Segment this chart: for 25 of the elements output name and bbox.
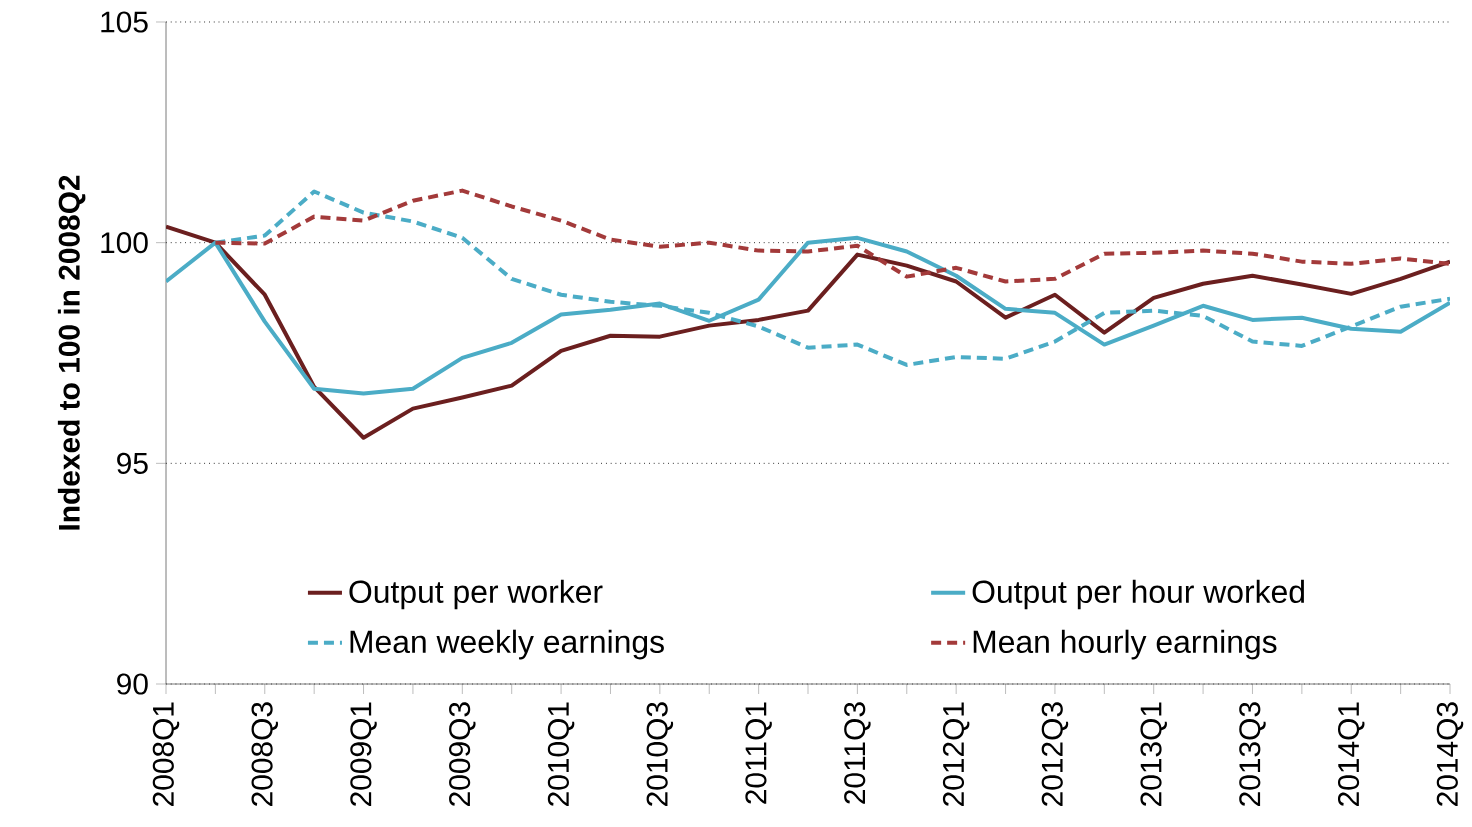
x-tick-label: 2008Q1 xyxy=(152,702,180,806)
x-tick-label: 2008Q3 xyxy=(251,702,279,806)
line-series xyxy=(166,224,1451,440)
y-tick-label: 105 xyxy=(101,11,148,33)
y-tick-label: 95 xyxy=(117,452,148,474)
y-axis-title: Indexed to 100 in 2008Q2 xyxy=(57,175,86,530)
y-tick-label: 100 xyxy=(101,232,148,254)
x-tick-label: 2009Q1 xyxy=(350,702,377,806)
x-tick-label: 2012Q1 xyxy=(942,702,970,806)
x-tick-label: 2012Q3 xyxy=(1041,702,1069,806)
x-tick-label: 2014Q3 xyxy=(1436,702,1464,806)
legend-label: Output per worker xyxy=(349,579,603,610)
x-tick-label: 2011Q3 xyxy=(844,702,871,804)
legend-label: Mean weekly earnings xyxy=(350,629,664,660)
y-tick-label: 90 xyxy=(117,673,148,695)
x-tick-label: 2010Q1 xyxy=(547,702,575,806)
legend-label: Mean hourly earnings xyxy=(973,629,1277,660)
line-series xyxy=(213,188,1451,284)
x-tick-label: 2014Q1 xyxy=(1337,702,1365,806)
x-tick-label: 2009Q3 xyxy=(449,702,476,806)
legend-label: Output per hour worked xyxy=(972,579,1304,610)
x-tick-label: 2013Q1 xyxy=(1140,702,1167,806)
x-tick-label: 2011Q1 xyxy=(745,702,772,804)
x-tick-label: 2010Q3 xyxy=(646,702,674,806)
x-tick-label: 2013Q3 xyxy=(1239,702,1266,806)
